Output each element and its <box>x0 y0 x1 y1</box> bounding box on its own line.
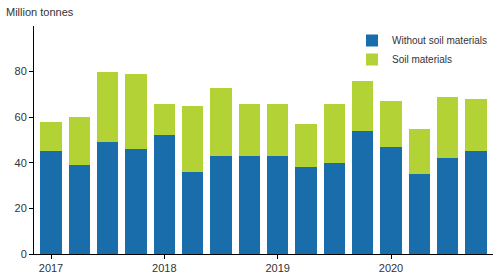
svg-text:Soil materials: Soil materials <box>392 54 452 65</box>
svg-text:2018: 2018 <box>152 262 176 274</box>
svg-text:60: 60 <box>15 111 27 123</box>
svg-text:2019: 2019 <box>265 262 289 274</box>
svg-text:0: 0 <box>21 248 27 260</box>
svg-text:Without soil materials: Without soil materials <box>392 35 487 46</box>
svg-text:2017: 2017 <box>39 262 63 274</box>
svg-text:20: 20 <box>15 202 27 214</box>
svg-text:2020: 2020 <box>379 262 403 274</box>
svg-text:40: 40 <box>15 157 27 169</box>
svg-text:80: 80 <box>15 65 27 77</box>
svg-text:Million tonnes: Million tonnes <box>6 6 74 18</box>
